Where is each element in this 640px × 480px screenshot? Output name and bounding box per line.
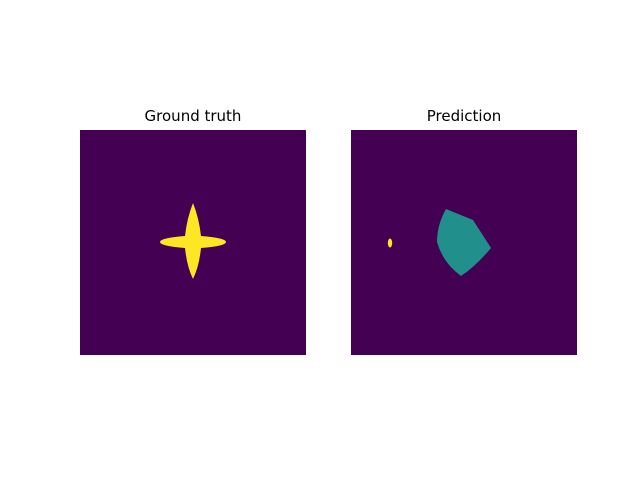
prediction-title: Prediction <box>426 107 502 125</box>
ground-truth-title: Ground truth <box>144 107 242 125</box>
ground-truth-mask <box>80 130 306 355</box>
prediction-region <box>437 209 491 276</box>
prediction-spot <box>387 238 393 248</box>
ground-truth-star-shape <box>160 203 226 279</box>
prediction-mask <box>351 130 577 355</box>
